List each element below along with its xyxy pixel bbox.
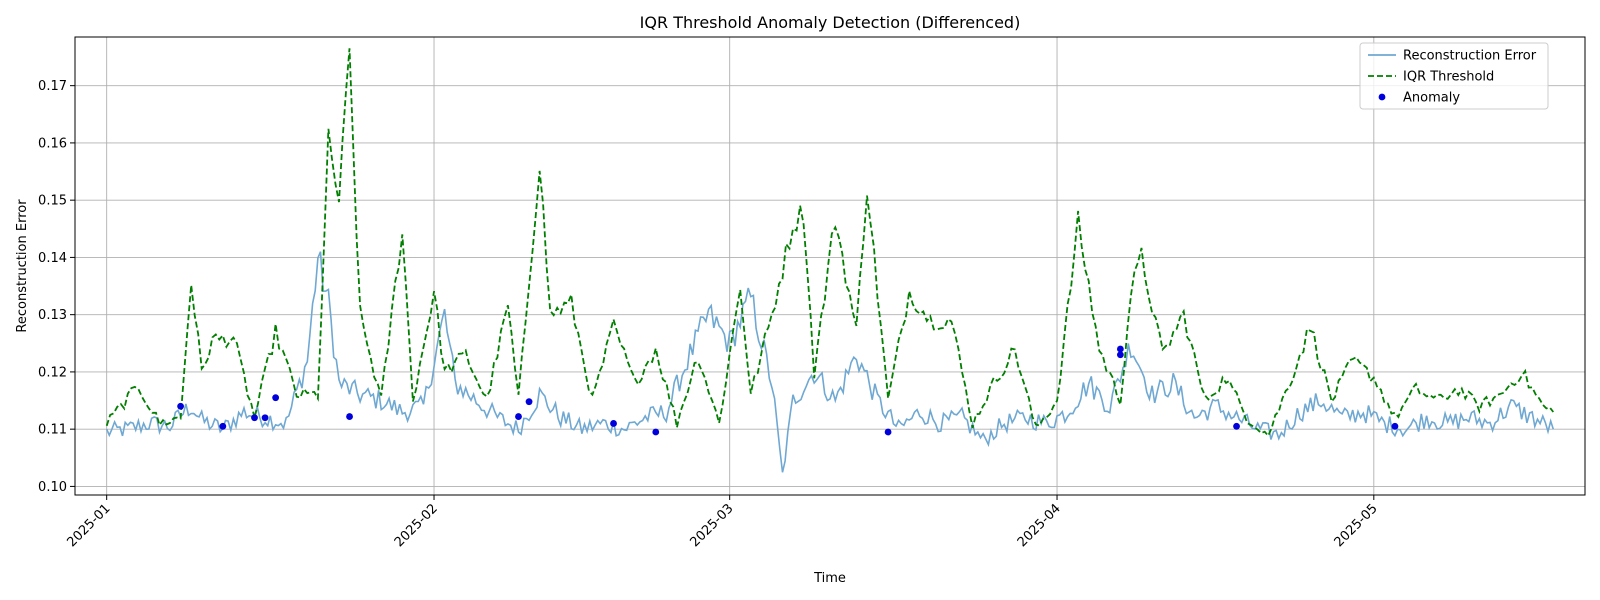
anomaly-point [525, 398, 533, 406]
x-tick-label: 2025-03 [687, 501, 736, 550]
anomaly-point [1233, 422, 1240, 430]
y-tick-label: 0.12 [38, 365, 67, 380]
legend-label: Anomaly [1403, 91, 1460, 106]
y-tick-label: 0.16 [38, 136, 67, 151]
x-tick-label: 2025-02 [392, 501, 441, 550]
y-tick-label: 0.13 [38, 308, 67, 323]
series-reconstruction-error-line [105, 251, 1555, 473]
y-tick-label: 0.17 [38, 79, 67, 94]
anomaly-point [1391, 422, 1399, 430]
y-tick-label: 0.14 [38, 251, 67, 266]
anomaly-point [261, 414, 269, 422]
anomaly-point [346, 413, 353, 420]
anomaly-point [272, 394, 280, 402]
anomaly-point [251, 414, 258, 422]
plot-frame [74, 36, 1586, 496]
legend-label: Reconstruction Error [1403, 49, 1537, 64]
y-tick-label: 0.15 [38, 194, 67, 209]
x-axis-label: Time [813, 571, 846, 586]
y-axis-label: Reconstruction Error [15, 199, 30, 333]
anomaly-point [177, 402, 184, 410]
legend-swatch-anomaly [1378, 93, 1386, 101]
grid-lines [75, 37, 1585, 495]
legend: Reconstruction Error IQR Threshold Anomaly [1359, 42, 1549, 110]
y-tick-label: 0.11 [38, 423, 67, 438]
anomaly-point [1116, 345, 1124, 353]
anomaly-point [219, 422, 227, 430]
x-tick-label: 2025-01 [64, 501, 113, 550]
series-layer [105, 48, 1555, 473]
legend-label: IQR Threshold [1403, 70, 1494, 85]
x-tick-label: 2025-04 [1015, 501, 1064, 550]
legend-box [1359, 42, 1549, 110]
x-tick-label: 2025-05 [1332, 501, 1381, 550]
anomaly-point [652, 428, 660, 436]
y-tick-label: 0.10 [38, 480, 67, 495]
anomaly-point [884, 428, 892, 436]
anomaly-point [515, 413, 522, 420]
series-iqr-threshold-line [105, 48, 1555, 438]
anomaly-point [610, 420, 617, 427]
anomaly-point [1116, 351, 1124, 359]
chart-title: IQR Threshold Anomaly Detection (Differe… [640, 13, 1021, 32]
